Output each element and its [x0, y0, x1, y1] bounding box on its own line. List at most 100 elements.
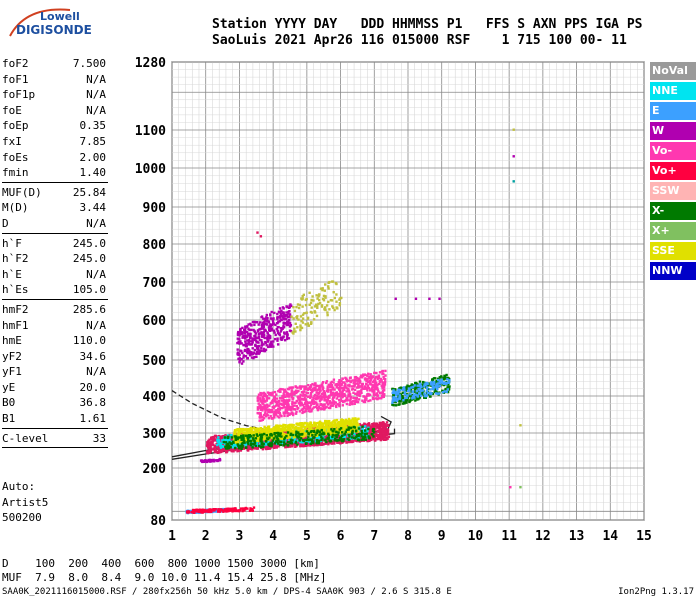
echo-point: [415, 389, 419, 393]
echo-point: [330, 380, 334, 384]
echo-point: [361, 376, 364, 379]
echo-point: [326, 385, 329, 388]
echo-point: [277, 427, 281, 430]
echo-point: [308, 441, 311, 444]
echo-point: [281, 388, 284, 391]
echo-point: [357, 434, 360, 438]
echo-point: [379, 438, 383, 442]
echo-point: [252, 434, 255, 437]
echo-point: [263, 394, 266, 397]
echo-point: [262, 414, 266, 417]
echo-point: [420, 389, 423, 392]
echo-point: [266, 331, 269, 334]
echo-point: [232, 450, 235, 453]
echo-point: [214, 438, 218, 441]
echo-point: [347, 379, 350, 382]
echo-point: [364, 438, 367, 441]
echo-point: [243, 431, 246, 434]
echo-point: [280, 309, 283, 312]
echo-point: [304, 444, 308, 447]
echo-point: [312, 436, 315, 439]
echo-point: [334, 437, 337, 440]
echo-point: [352, 427, 355, 430]
echo-point: [315, 440, 319, 444]
echo-point: [365, 379, 368, 383]
echo-point: [253, 440, 256, 443]
echo-point: [300, 401, 303, 404]
echo-point: [284, 390, 288, 393]
echo-point: [260, 407, 263, 410]
echo-point: [261, 445, 265, 448]
echo-point: [300, 385, 303, 388]
echo-point: [294, 412, 298, 415]
echo-point: [341, 431, 344, 434]
echo-point: [321, 388, 325, 391]
echo-point: [283, 433, 287, 436]
echo-point: [311, 432, 314, 435]
echo-point: [289, 303, 292, 306]
echo-point: [335, 397, 339, 400]
logo-line1: Lowell: [40, 10, 80, 23]
param-row: MUF(D) 25.84: [2, 185, 108, 201]
param-row: foEp 0.35: [2, 118, 108, 134]
echo-point: [291, 445, 294, 448]
echo-point: [442, 383, 446, 387]
echo-point: [367, 377, 370, 380]
echo-point: [310, 400, 314, 403]
echo-point: [267, 425, 270, 428]
echo-point: [260, 430, 264, 433]
echo-point: [224, 442, 227, 445]
echo-point: [277, 411, 281, 414]
echo-point: [286, 407, 290, 410]
echo-point: [288, 398, 291, 401]
echo-point: [293, 429, 296, 432]
echo-point: [433, 380, 436, 384]
echo-point: [311, 434, 314, 437]
echo-point: [335, 435, 339, 439]
echo-point: [261, 415, 264, 419]
echo-point: [249, 436, 252, 440]
echo-point: [343, 425, 347, 428]
echo-point: [361, 433, 364, 437]
echo-point: [305, 440, 309, 443]
echo-point: [274, 409, 277, 412]
echo-point: [265, 427, 269, 430]
echo-point: [409, 384, 413, 388]
echo-point: [347, 422, 351, 425]
echo-point: [280, 440, 283, 443]
echo-point: [377, 435, 380, 439]
param-value: 34.6: [79, 349, 107, 363]
echo-point: [338, 403, 341, 407]
echo-point: [378, 391, 382, 394]
echo-point: [300, 424, 304, 427]
echo-point: [382, 375, 385, 379]
echo-point: [360, 432, 363, 436]
echo-point: [332, 381, 335, 384]
echo-point: [423, 392, 426, 395]
echo-point: [250, 431, 253, 434]
echo-point: [252, 426, 256, 430]
echo-point: [356, 386, 359, 389]
echo-point: [282, 406, 285, 409]
echo-point: [267, 427, 270, 430]
echo-point: [304, 427, 307, 431]
echo-point: [331, 391, 335, 394]
echo-point: [431, 383, 434, 386]
echo-point: [337, 438, 340, 442]
echo-point: [348, 438, 351, 442]
echo-point: [245, 429, 249, 432]
echo-point: [384, 378, 387, 381]
echo-point: [328, 394, 331, 398]
echo-point: [349, 426, 353, 429]
echo-point: [270, 340, 273, 343]
echo-point: [371, 390, 374, 393]
echo-point: [240, 428, 244, 431]
echo-point: [359, 424, 363, 427]
echo-point: [286, 414, 289, 418]
echo-point: [227, 442, 230, 446]
echo-point: [349, 432, 352, 435]
echo-point: [396, 392, 400, 395]
echo-point: [363, 387, 366, 390]
echo-point: [434, 377, 437, 380]
echo-point: [247, 449, 250, 452]
